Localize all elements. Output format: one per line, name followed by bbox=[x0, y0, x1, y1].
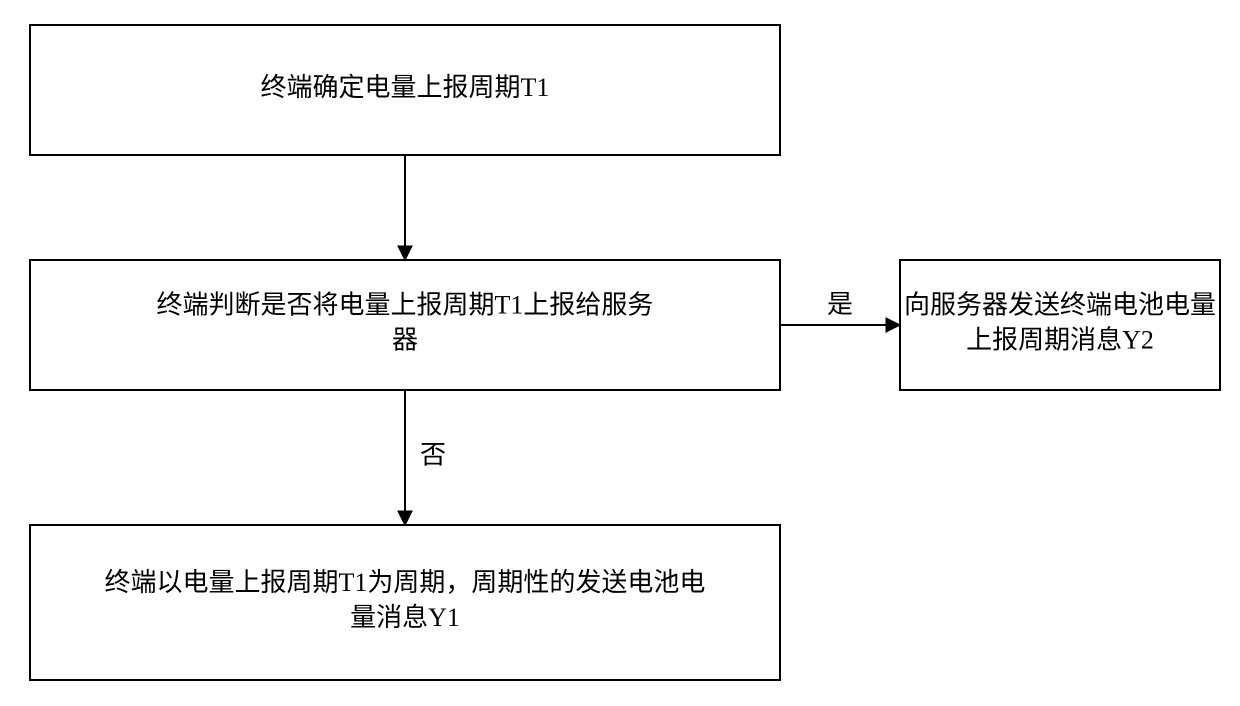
flow-edge-e3-label: 否 bbox=[420, 440, 446, 469]
flow-node-n3: 向服务器发送终端电池电量上报周期消息Y2 bbox=[900, 260, 1220, 390]
flow-node-n1: 终端确定电量上报周期T1 bbox=[30, 25, 780, 155]
flow-node-n2-line-1: 器 bbox=[392, 326, 418, 355]
flow-node-n2: 终端判断是否将电量上报周期T1上报给服务器 bbox=[30, 260, 780, 390]
flow-node-n4: 终端以电量上报周期T1为周期，周期性的发送电池电量消息Y1 bbox=[30, 525, 780, 680]
flow-node-n2-line-0: 终端判断是否将电量上报周期T1上报给服务 bbox=[157, 290, 654, 319]
flow-node-n3-line-1: 上报周期消息Y2 bbox=[966, 326, 1154, 355]
flow-node-n4-line-1: 量消息Y1 bbox=[350, 603, 460, 632]
flow-node-n1-line-0: 终端确定电量上报周期T1 bbox=[261, 73, 550, 102]
flow-node-n4-line-0: 终端以电量上报周期T1为周期，周期性的发送电池电 bbox=[105, 568, 706, 597]
flow-edge-e2-label: 是 bbox=[827, 290, 853, 319]
flow-node-n3-line-0: 向服务器发送终端电池电量 bbox=[904, 290, 1216, 319]
